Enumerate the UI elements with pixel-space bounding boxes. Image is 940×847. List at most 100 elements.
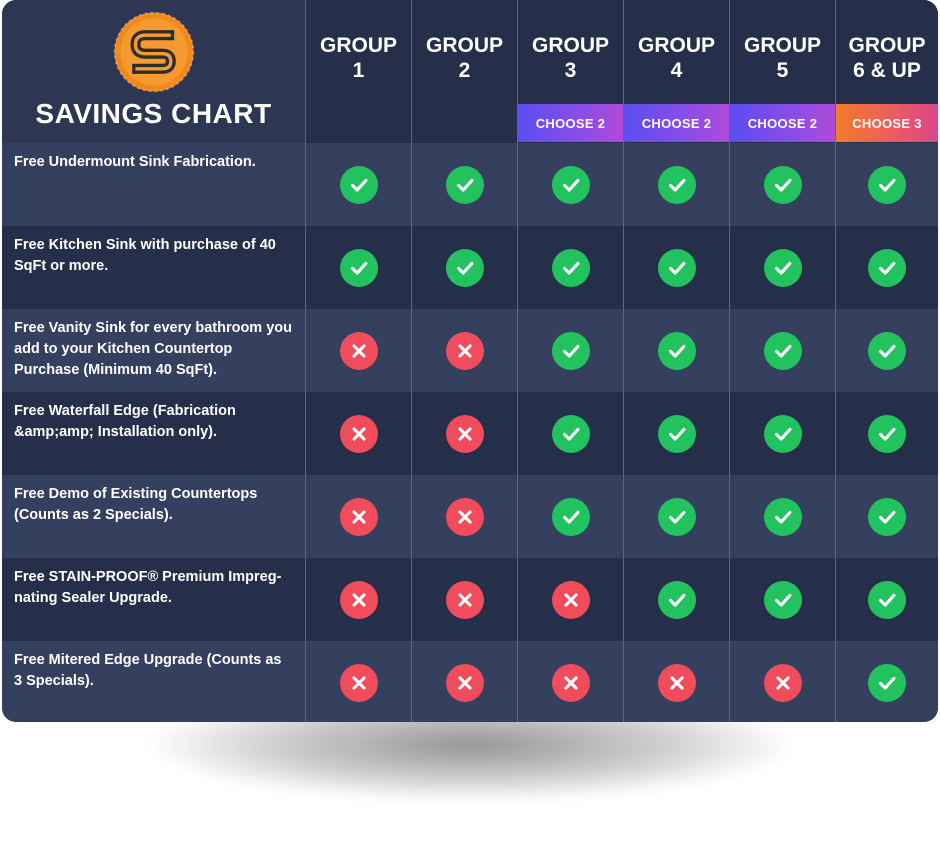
check-icon: [763, 165, 802, 204]
table-cell: [305, 558, 411, 641]
choose-badge: CHOOSE 2: [624, 104, 729, 142]
cross-icon: [445, 580, 484, 619]
feature-label: Free Demo of Existing Countertops (Count…: [2, 475, 305, 558]
check-icon: [763, 414, 802, 453]
choose-badge: CHOOSE 3: [836, 104, 938, 142]
check-icon: [868, 165, 906, 204]
cross-icon: [445, 331, 484, 370]
company-logo-icon: [113, 11, 194, 93]
group-header-3: GROUP 3 CHOOSE 2: [517, 0, 623, 143]
table-cell: [517, 143, 623, 226]
table-cell: [729, 309, 835, 392]
choose-badge: CHOOSE 2: [730, 104, 835, 142]
check-icon: [339, 248, 378, 287]
check-icon: [657, 331, 696, 370]
feature-label: Free Mitered Edge Upgrade (Counts as 3 S…: [2, 641, 305, 722]
table-cell: [305, 475, 411, 558]
check-icon: [339, 165, 378, 204]
check-icon: [657, 580, 696, 619]
check-icon: [657, 414, 696, 453]
check-icon: [657, 165, 696, 204]
cross-icon: [339, 663, 378, 702]
table-cell: [305, 143, 411, 226]
check-icon: [551, 414, 590, 453]
table-cell: [729, 143, 835, 226]
cross-icon: [551, 663, 590, 702]
table-cell: [623, 226, 729, 309]
check-icon: [868, 331, 906, 370]
table-cell: [623, 392, 729, 475]
check-icon: [868, 248, 906, 287]
check-icon: [868, 663, 906, 702]
group-header-6: GROUP 6 & UP CHOOSE 3: [835, 0, 938, 143]
cross-icon: [657, 663, 696, 702]
check-icon: [763, 248, 802, 287]
check-icon: [763, 580, 802, 619]
feature-label: Free Undermount Sink Fabrication.: [2, 143, 305, 226]
table-cell: [517, 475, 623, 558]
table-cell: [623, 475, 729, 558]
table-cell: [729, 392, 835, 475]
table-cell: [835, 641, 938, 722]
table-cell: [623, 641, 729, 722]
table-cell: [305, 641, 411, 722]
feature-label: Free Vanity Sink for every bathroom you …: [2, 309, 305, 392]
table-cell: [517, 641, 623, 722]
feature-label: Free Waterfall Edge (Fabrication &amp;am…: [2, 392, 305, 475]
group-name: GROUP 3: [531, 34, 609, 82]
table-cell: [411, 226, 517, 309]
table-cell: [517, 558, 623, 641]
cross-icon: [339, 580, 378, 619]
table-cell: [411, 558, 517, 641]
table-cell: [623, 309, 729, 392]
check-icon: [657, 497, 696, 536]
check-icon: [551, 165, 590, 204]
table-cell: [623, 558, 729, 641]
group-header-4: GROUP 4 CHOOSE 2: [623, 0, 729, 143]
table-cell: [729, 641, 835, 722]
cross-icon: [763, 663, 802, 702]
table-cell: [835, 226, 938, 309]
cross-icon: [339, 414, 378, 453]
check-icon: [868, 414, 906, 453]
table-cell: [305, 309, 411, 392]
group-name: GROUP 1: [319, 34, 397, 82]
group-header-2: GROUP 2: [411, 0, 517, 143]
feature-label: Free STAIN-PROOF® Premium Impreg-nating …: [2, 558, 305, 641]
group-name: GROUP 6 & UP: [848, 34, 926, 82]
check-icon: [868, 580, 906, 619]
table-cell: [835, 558, 938, 641]
group-header-1: GROUP 1: [305, 0, 411, 143]
table-cell: [835, 309, 938, 392]
check-icon: [445, 248, 484, 287]
check-icon: [763, 331, 802, 370]
check-icon: [763, 497, 802, 536]
table-cell: [835, 475, 938, 558]
cross-icon: [551, 580, 590, 619]
choose-badge: CHOOSE 2: [518, 104, 623, 142]
table-cell: [517, 392, 623, 475]
check-icon: [445, 165, 484, 204]
feature-label: Free Kitchen Sink with purchase of 40 Sq…: [2, 226, 305, 309]
check-icon: [868, 497, 906, 536]
cross-icon: [445, 497, 484, 536]
cross-icon: [339, 331, 378, 370]
logo-header-cell: SAVINGS CHART: [2, 0, 305, 143]
table-cell: [835, 143, 938, 226]
chart-title: SAVINGS CHART: [35, 98, 272, 129]
table-cell: [729, 475, 835, 558]
group-name: GROUP 4: [637, 34, 715, 82]
table-cell: [305, 392, 411, 475]
check-icon: [551, 248, 590, 287]
cross-icon: [445, 663, 484, 702]
table-cell: [305, 226, 411, 309]
table-cell: [411, 143, 517, 226]
group-name: GROUP 2: [425, 34, 503, 82]
table-cell: [835, 392, 938, 475]
table-cell: [411, 475, 517, 558]
check-icon: [657, 248, 696, 287]
table-cell: [517, 226, 623, 309]
group-name: GROUP 5: [743, 34, 821, 82]
savings-chart-table: SAVINGS CHART GROUP 1 GROUP 2 GROUP 3 CHOOS…: [2, 0, 938, 722]
table-cell: [517, 309, 623, 392]
